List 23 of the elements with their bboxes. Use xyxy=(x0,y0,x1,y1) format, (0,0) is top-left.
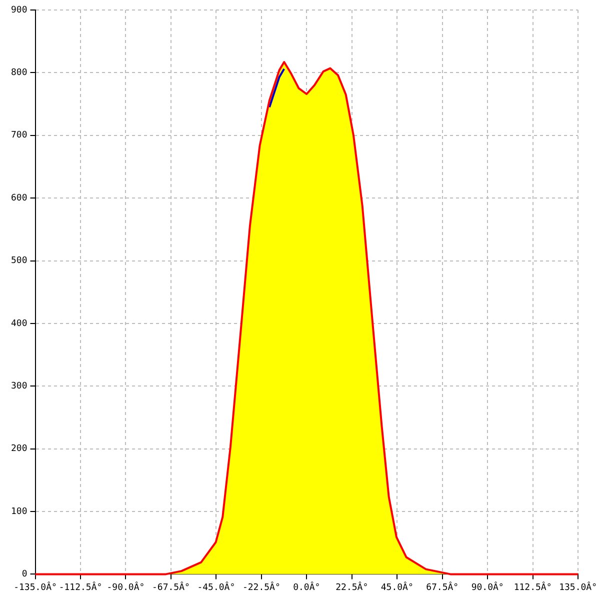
y-tick-label: 100 xyxy=(10,506,28,517)
y-tick-label: 0 xyxy=(22,570,28,580)
x-tick-label: -22.5Â° xyxy=(242,580,280,593)
x-tick-label: -90.0Â° xyxy=(106,580,145,593)
x-tick-label: 112.5Â° xyxy=(514,580,552,593)
x-tick-label: 90.0Â° xyxy=(471,580,504,593)
y-tick-label: 400 xyxy=(10,318,28,329)
x-tick-label: 45.0Â° xyxy=(380,580,414,593)
y-tick-label: 600 xyxy=(10,193,28,204)
x-tick-label: 67.5Â° xyxy=(426,580,459,593)
y-tick-label: 500 xyxy=(10,256,28,266)
y-tick-label: 700 xyxy=(10,130,28,141)
y-tick-label: 900 xyxy=(10,5,28,16)
y-tick-label: 300 xyxy=(10,381,28,392)
y-tick-label: 800 xyxy=(10,68,28,78)
x-tick-label: 135.0Â° xyxy=(559,580,598,593)
x-tick-label: 0.0Â° xyxy=(293,580,320,593)
x-tick-label: -45.0Â° xyxy=(197,580,236,593)
x-tick-label: 22.5Â° xyxy=(336,580,368,593)
y-tick-label: 200 xyxy=(10,444,28,454)
x-tick-label: -67.5Â° xyxy=(152,580,190,593)
x-tick-label: -135.0Â° xyxy=(14,580,57,593)
x-tick-label: -112.5Â° xyxy=(58,580,102,593)
